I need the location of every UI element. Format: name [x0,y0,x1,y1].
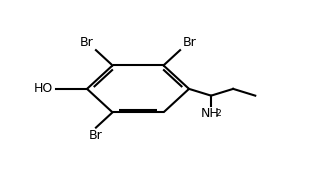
Text: Br: Br [80,36,93,49]
Text: HO: HO [33,82,53,95]
Text: 2: 2 [215,109,221,118]
Text: Br: Br [89,129,103,142]
Text: Br: Br [183,36,196,49]
Text: NH: NH [200,107,219,120]
